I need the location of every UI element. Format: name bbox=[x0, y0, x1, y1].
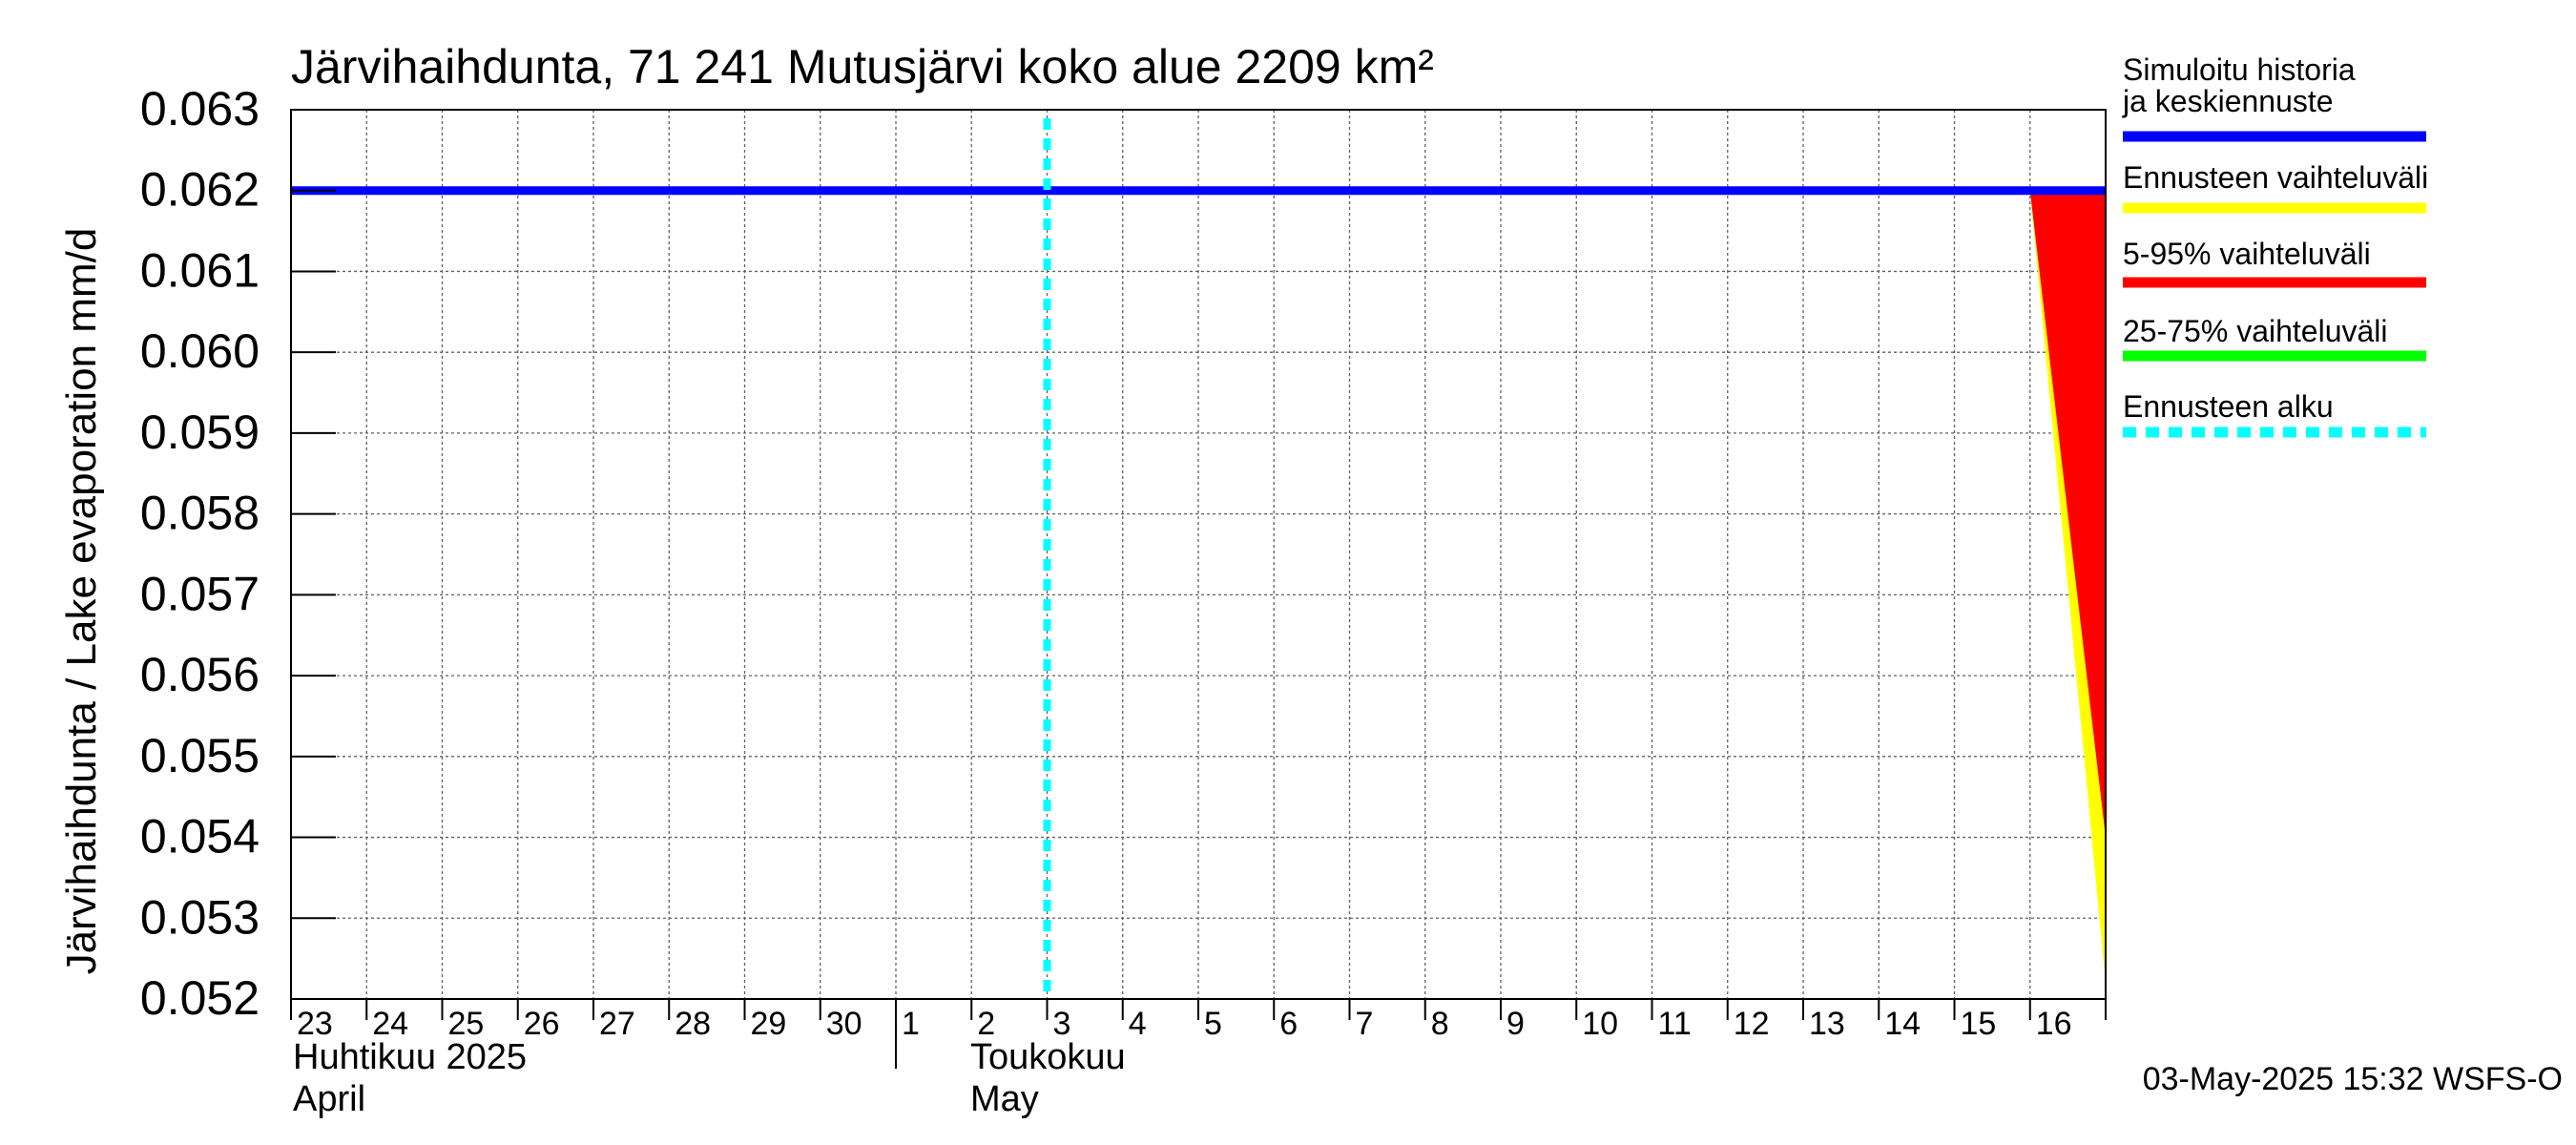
legend-label: Ennusteen vaihteluväli bbox=[2123, 160, 2428, 195]
y-tick-label: 0.063 bbox=[140, 82, 260, 135]
legend-label: 5-95% vaihteluväli bbox=[2123, 237, 2371, 271]
legend: Simuloitu historia ja keskiennuste Ennuste… bbox=[2122, 52, 2428, 438]
y-tick-label: 0.061 bbox=[140, 243, 260, 297]
x-tick-label: 29 bbox=[751, 1006, 787, 1042]
legend-label: Simuloitu historia ja keskiennuste bbox=[2122, 52, 2356, 118]
y-tick-label: 0.059 bbox=[140, 406, 260, 459]
y-tick-label: 0.057 bbox=[140, 567, 260, 620]
x-tick-label: 1 bbox=[902, 1006, 920, 1042]
x-tick-label: 26 bbox=[524, 1006, 560, 1042]
x-tick-label: 9 bbox=[1506, 1006, 1525, 1042]
x-tick-label: 6 bbox=[1279, 1006, 1298, 1042]
y-axis-label: Järvihaihdunta / Lake evaporation mm/d bbox=[58, 228, 105, 975]
legend-label: Ennusteen alku bbox=[2123, 389, 2334, 424]
y-tick-label: 0.056 bbox=[140, 648, 260, 701]
legend-label: 25-75% vaihteluväli bbox=[2123, 314, 2388, 348]
y-tick-label: 0.054 bbox=[140, 810, 260, 864]
x-tick-label: 30 bbox=[826, 1006, 862, 1042]
chart-title: Järvihaihdunta, 71 241 Mutusjärvi koko a… bbox=[291, 40, 1434, 94]
x-tick-label: 25 bbox=[448, 1006, 485, 1042]
month-label-fi: Huhtikuu 2025 bbox=[293, 1037, 527, 1077]
x-tick-label: 10 bbox=[1582, 1006, 1618, 1042]
forecast-bands bbox=[2029, 190, 2106, 984]
x-tick-label: 7 bbox=[1356, 1006, 1374, 1042]
x-tick-label: 28 bbox=[675, 1006, 711, 1042]
y-tick-label: 0.055 bbox=[140, 729, 260, 782]
x-tick-label: 16 bbox=[2036, 1006, 2072, 1042]
series-lines bbox=[291, 118, 2106, 999]
x-tick-label: 3 bbox=[1053, 1006, 1071, 1042]
y-tick-label: 0.053 bbox=[140, 890, 260, 944]
x-tick-label: 8 bbox=[1431, 1006, 1449, 1042]
x-tick-label: 23 bbox=[297, 1006, 333, 1042]
y-tick-label: 0.052 bbox=[140, 971, 260, 1025]
x-tick-label: 15 bbox=[1961, 1006, 1997, 1042]
y-tick-label: 0.058 bbox=[140, 487, 260, 540]
y-tick-label: 0.060 bbox=[140, 324, 260, 378]
x-tick-label: 13 bbox=[1809, 1006, 1845, 1042]
x-tick-label: 14 bbox=[1884, 1006, 1921, 1042]
y-tick-label: 0.062 bbox=[140, 163, 260, 217]
month-label-en: May bbox=[970, 1079, 1039, 1119]
x-tick-label: 4 bbox=[1129, 1006, 1147, 1042]
footer-timestamp: 03-May-2025 15:32 WSFS-O bbox=[2143, 1061, 2563, 1097]
band-range-5-95 bbox=[2029, 190, 2106, 838]
x-tick-label: 12 bbox=[1734, 1006, 1770, 1042]
x-tick-label: 24 bbox=[372, 1006, 408, 1042]
x-tick-label: 11 bbox=[1658, 1006, 1692, 1042]
axes: 0.052 0.053 0.054 0.055 0.056 0.057 0.058 0.059… bbox=[140, 82, 2107, 1119]
x-tick-label: 27 bbox=[599, 1006, 635, 1042]
month-label-en: April bbox=[293, 1079, 365, 1119]
month-label-fi: Toukokuu bbox=[970, 1037, 1126, 1077]
grid bbox=[291, 110, 2106, 999]
x-tick-label: 2 bbox=[977, 1006, 995, 1042]
x-tick-label: 5 bbox=[1204, 1006, 1222, 1042]
